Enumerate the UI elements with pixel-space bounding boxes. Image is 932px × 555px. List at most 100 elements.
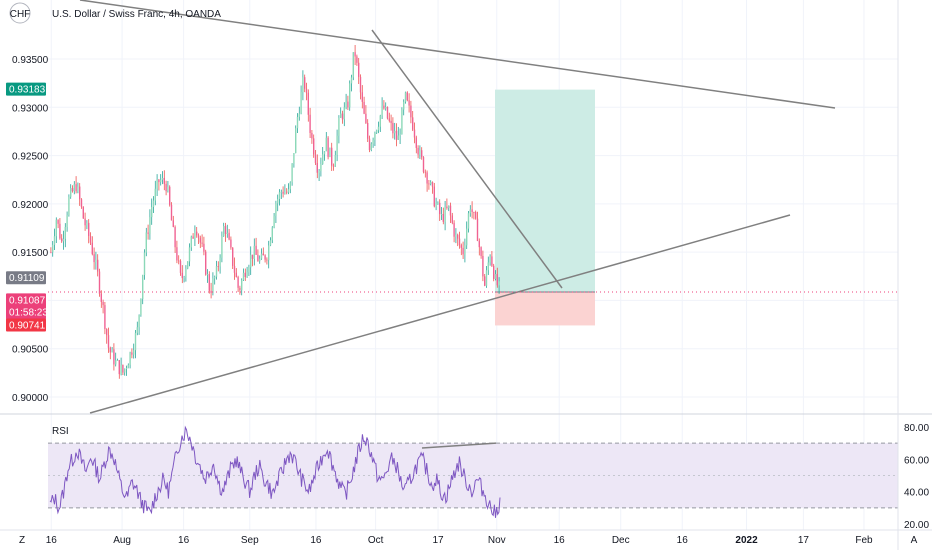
candle-body [199, 237, 201, 243]
candle-body [359, 76, 362, 93]
candle-body [370, 143, 372, 150]
candle-body [138, 315, 140, 328]
candle-body [282, 191, 284, 194]
candle-body [208, 274, 210, 291]
candle-body [134, 332, 137, 351]
time-tick-label: Nov [488, 535, 506, 546]
candle-body [61, 238, 63, 242]
upper-trendline[interactable] [79, 0, 836, 109]
candle-body [100, 293, 102, 302]
price-label-value: 0.93183 [9, 85, 46, 96]
candle-body [196, 231, 198, 236]
candle-body [428, 183, 430, 185]
time-axis[interactable]: 16 Aug 16 Sep 16 Oct 17 Nov 16 Dec 16 2022 17 Feb Z A [19, 530, 918, 550]
price-tick-label: 0.93000 [12, 103, 49, 114]
candle-body [277, 199, 279, 204]
chart-title: U.S. Dollar / Swiss Franc, 4h, OANDA [52, 9, 221, 20]
candle-body [343, 107, 345, 120]
candle-body [188, 247, 191, 262]
descending-trendline[interactable] [371, 29, 563, 289]
symbol-badge[interactable]: CHF [9, 2, 31, 24]
candle-body [232, 247, 234, 266]
candle-body [399, 134, 401, 136]
candle-body [372, 140, 374, 144]
candle-body [475, 212, 477, 219]
candle-body [239, 287, 241, 291]
candle-body [152, 200, 155, 207]
price-tick-label: 0.93500 [12, 55, 49, 66]
candle-body [179, 260, 182, 273]
candle-body [275, 203, 277, 216]
candle-body [79, 186, 81, 200]
candle-body [242, 272, 245, 281]
candle-body [287, 189, 290, 193]
candle-body [163, 177, 165, 184]
candle-body [430, 182, 432, 185]
candle-body [176, 247, 178, 261]
candle-body [379, 115, 381, 127]
candle-body [66, 215, 68, 227]
candle-body [125, 368, 128, 370]
price-label-value: 0.91087 [9, 295, 46, 306]
candle-body [323, 151, 326, 155]
candle-body [136, 327, 138, 333]
candle-body [446, 206, 448, 209]
candle-body [158, 179, 160, 183]
candle-body [167, 186, 169, 192]
candle-body [116, 360, 119, 361]
candle-body [314, 154, 317, 163]
candle-body [311, 132, 313, 139]
candle-body [212, 278, 214, 293]
trendlines [79, 0, 836, 414]
candle-body [129, 352, 131, 365]
candle-body [332, 165, 335, 167]
candle-body [329, 147, 331, 157]
time-tick-label: 16 [46, 535, 58, 546]
candle-body [106, 329, 108, 336]
candle-body [444, 206, 446, 222]
candle-body [93, 254, 95, 263]
lower-trendline[interactable] [89, 214, 791, 414]
candle-body [280, 191, 282, 193]
rsi-pane: RSI [48, 425, 898, 518]
candle-body [194, 231, 196, 239]
target-zone[interactable] [495, 89, 595, 293]
candle-body [203, 243, 205, 252]
zoom-left-button[interactable]: Z [19, 535, 25, 546]
rsi-trendline[interactable] [421, 442, 497, 449]
candle-body [453, 222, 455, 237]
candle-body [440, 213, 443, 215]
rsi-label: RSI [52, 426, 69, 437]
price-tick-label: 0.92000 [12, 200, 49, 211]
candle-body [338, 117, 340, 136]
candle-body [345, 101, 347, 108]
price-axis[interactable]: 0.93500 0.93000 0.92500 0.92000 0.91500 0.905… [12, 55, 929, 531]
candle-body [388, 118, 390, 121]
candle-body [367, 122, 369, 139]
candle-body [381, 105, 383, 116]
auto-scale-button[interactable]: A [911, 535, 918, 546]
candle-body [404, 92, 407, 102]
time-tick-label: 16 [310, 535, 322, 546]
candle-body [71, 188, 74, 192]
candle-body [491, 256, 493, 266]
candle-body [376, 130, 378, 133]
candle-body [485, 270, 488, 286]
candle-body [230, 239, 232, 248]
candle-body [102, 301, 104, 306]
candle-body [327, 137, 329, 157]
candle-body [64, 226, 66, 239]
candle-body [316, 162, 318, 173]
candle-body [84, 218, 86, 226]
time-tick-label: 17 [798, 535, 810, 546]
candle-body [214, 276, 216, 279]
candle-body [224, 226, 227, 234]
price-label-box [6, 271, 46, 285]
candle-body [390, 120, 392, 124]
stop-zone[interactable] [495, 292, 595, 326]
candle-body [269, 240, 272, 246]
candle-body [471, 209, 473, 213]
candle-body [174, 226, 176, 248]
candle-body [334, 155, 336, 167]
